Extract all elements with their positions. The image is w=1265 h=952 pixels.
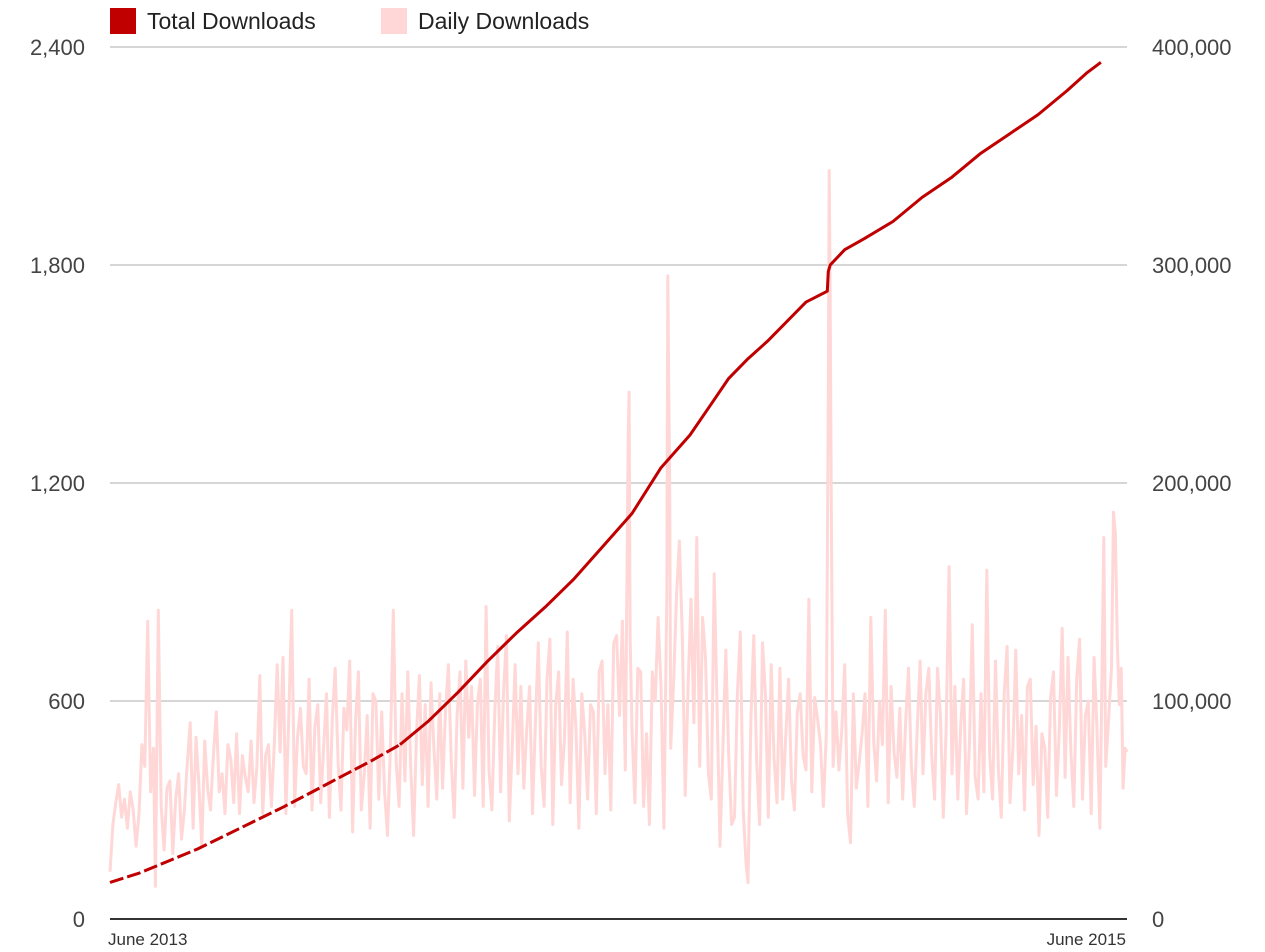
left-tick-label: 1,800 — [30, 253, 85, 278]
right-tick-label: 400,000 — [1152, 35, 1232, 60]
right-tick-label: 300,000 — [1152, 253, 1232, 278]
gridlines — [110, 46, 1127, 702]
legend-label-total: Total Downloads — [147, 8, 316, 34]
series-line-total-downloads — [399, 61, 1102, 746]
left-tick-label: 1,200 — [30, 471, 85, 496]
right-axis: 0 100,000 200,000 300,000 400,000 — [1152, 35, 1232, 932]
left-axis: 0 600 1,200 1,800 2,400 — [30, 35, 85, 932]
x-label-start: June 2013 — [108, 930, 187, 949]
right-tick-label: 200,000 — [1152, 471, 1232, 496]
left-tick-label: 0 — [73, 907, 85, 932]
left-tick-label: 2,400 — [30, 35, 85, 60]
legend-swatch-total — [110, 8, 136, 34]
legend-swatch-daily — [381, 8, 407, 34]
x-label-end: June 2015 — [1047, 930, 1126, 949]
left-tick-label: 600 — [48, 689, 85, 714]
legend-label-daily: Daily Downloads — [418, 8, 589, 34]
plot-area — [108, 61, 1129, 888]
legend: Total Downloads Daily Downloads — [110, 8, 589, 34]
series-line-daily-downloads — [108, 169, 1129, 888]
right-tick-label: 0 — [1152, 907, 1164, 932]
right-tick-label: 100,000 — [1152, 689, 1232, 714]
series-line-total-downloads-dashed — [109, 743, 401, 884]
